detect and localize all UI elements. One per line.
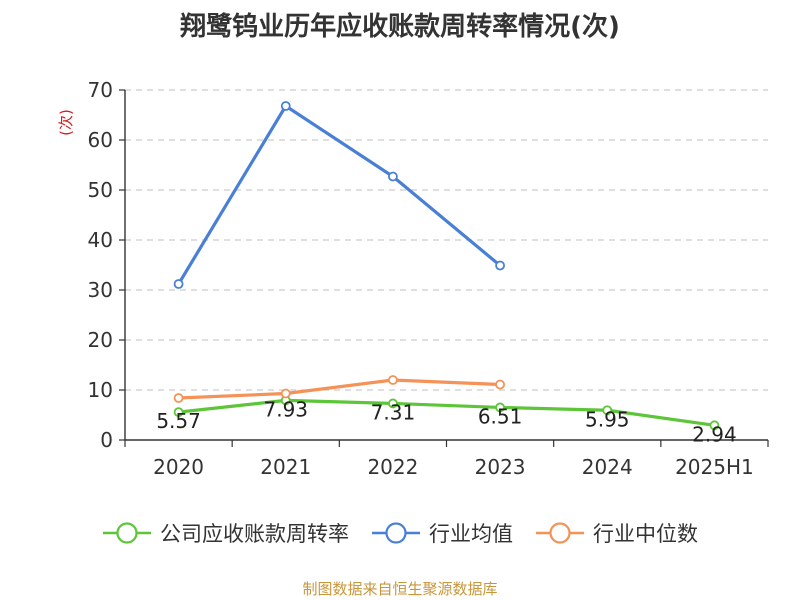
x-tick-label: 2022 bbox=[367, 455, 418, 479]
data-label: 7.31 bbox=[371, 400, 416, 424]
y-tick-label: 0 bbox=[100, 428, 113, 452]
series-layer bbox=[173, 101, 720, 431]
data-label: 6.51 bbox=[478, 404, 523, 428]
label-layer: 5.57 7.93 7.31 6.51 5.95 2.94 bbox=[156, 397, 736, 446]
axis-layer: 0 10 20 30 40 50 60 70 2020 2021 2022 2023 2024 2025H… bbox=[88, 78, 769, 479]
y-tick-label: 30 bbox=[88, 278, 113, 302]
data-point bbox=[173, 279, 184, 289]
legend-line-circle-icon bbox=[536, 522, 584, 544]
legend-item[interactable]: 行业均值 bbox=[371, 518, 513, 548]
chart-title: 翔鹭钨业历年应收账款周转率情况(次) bbox=[180, 12, 620, 42]
data-point bbox=[388, 171, 398, 182]
y-tick-label: 10 bbox=[88, 378, 113, 402]
y-tick-label: 20 bbox=[88, 328, 113, 352]
legend-label: 行业均值 bbox=[429, 522, 513, 546]
series-line bbox=[178, 398, 715, 427]
data-point bbox=[495, 379, 505, 390]
source-note: 制图数据来自恒生聚源数据库 bbox=[302, 580, 498, 598]
data-point bbox=[602, 405, 613, 416]
y-tick-label: 50 bbox=[88, 178, 113, 202]
y-tick-label: 60 bbox=[88, 128, 113, 152]
grid-layer bbox=[125, 89, 768, 391]
y-tick-label: 40 bbox=[88, 228, 113, 252]
y-axis-unit: (次) bbox=[56, 109, 75, 136]
x-tick-label: 2021 bbox=[260, 455, 311, 479]
legend-label: 公司应收账款周转率 bbox=[160, 522, 349, 546]
x-tick-label: 2023 bbox=[475, 455, 526, 479]
x-tick-label: 2020 bbox=[153, 455, 204, 479]
y-tick-label: 70 bbox=[88, 78, 113, 102]
legend-line-circle-icon bbox=[372, 522, 420, 544]
series-line bbox=[177, 104, 502, 285]
legend-item[interactable]: 行业中位数 bbox=[535, 518, 698, 548]
data-point bbox=[495, 260, 505, 271]
x-tick-label: 2025H1 bbox=[675, 455, 754, 479]
data-point bbox=[709, 420, 720, 431]
data-label: 5.57 bbox=[156, 409, 201, 433]
data-label: 7.93 bbox=[263, 397, 308, 421]
legend-item[interactable]: 公司应收账款周转率 bbox=[102, 518, 349, 548]
data-point bbox=[280, 388, 291, 399]
legend-label: 行业中位数 bbox=[593, 522, 698, 546]
data-label: 2.94 bbox=[692, 422, 737, 446]
series-line bbox=[178, 378, 501, 400]
data-label: 5.95 bbox=[585, 407, 630, 431]
data-point bbox=[173, 393, 184, 403]
data-point bbox=[495, 402, 505, 413]
x-tick-label: 2024 bbox=[582, 455, 633, 479]
legend: 公司应收账款周转率 行业均值 行业中位数 bbox=[0, 518, 800, 548]
legend-line-circle-icon bbox=[103, 522, 151, 544]
data-point bbox=[280, 101, 291, 111]
data-point bbox=[388, 398, 398, 409]
data-point bbox=[388, 375, 398, 385]
data-point bbox=[173, 407, 184, 418]
